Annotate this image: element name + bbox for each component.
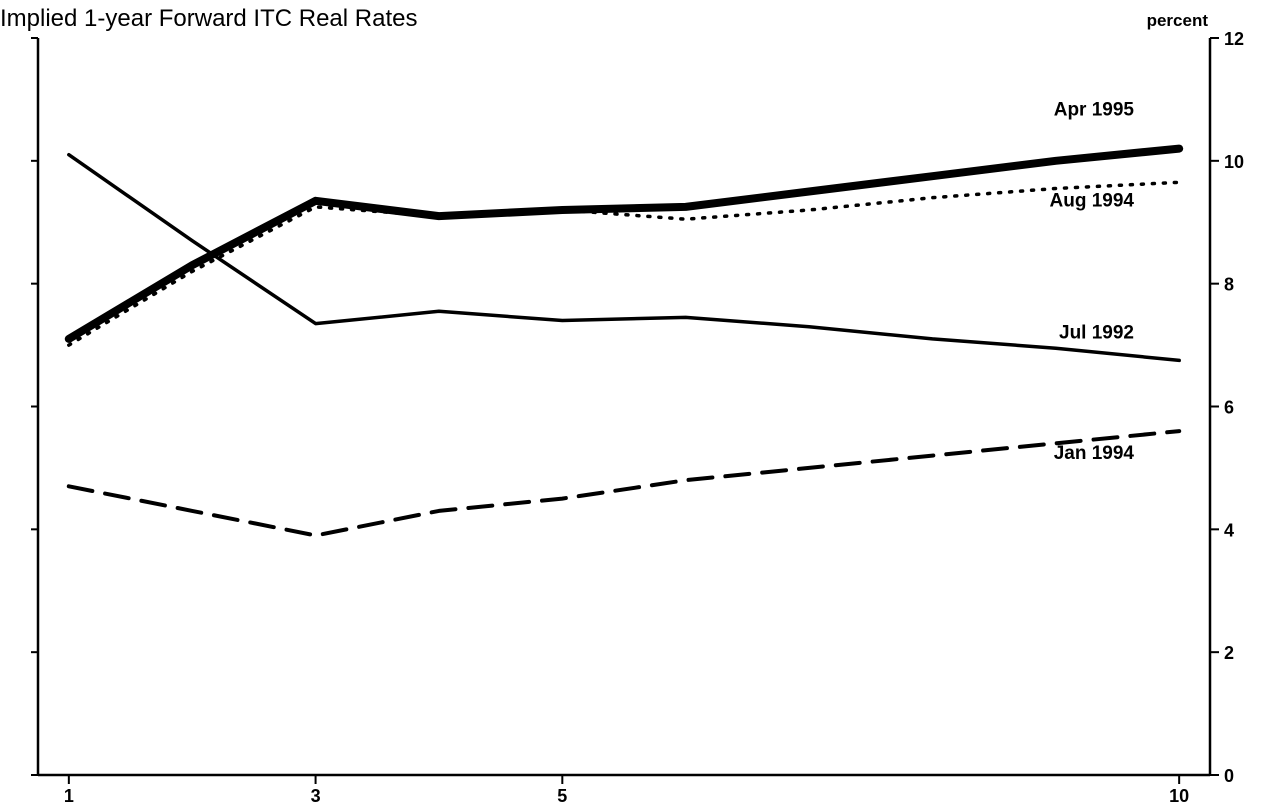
series-labels: Apr 1995 Aug 1994 Jul 1992 Jan 1994 (1050, 100, 1135, 465)
series-label-jul-1992: Jul 1992 (1059, 322, 1134, 343)
chart-title: Implied 1-year Forward ITC Real Rates (0, 5, 417, 32)
y-axis-unit-label: percent (1147, 11, 1209, 30)
series-lines (64, 144, 1184, 538)
y-tick-label: 4 (1224, 520, 1234, 540)
x-tick-label: 3 (311, 786, 321, 805)
y-axis-ticks: 0 2 4 6 8 10 12 (31, 29, 1244, 786)
y-tick-label: 0 (1224, 766, 1234, 786)
axes (36, 38, 1212, 777)
series-line-jan-1994 (66, 429, 1182, 538)
series-line-apr-1995 (64, 144, 1184, 343)
x-axis-ticks: 1 3 5 10 (64, 775, 1189, 805)
series-label-aug-1994: Aug 1994 (1050, 190, 1135, 211)
y-tick-label: 8 (1224, 275, 1234, 295)
y-tick-label: 12 (1224, 29, 1244, 49)
x-tick-label: 1 (64, 786, 74, 805)
x-tick-label: 10 (1169, 786, 1189, 805)
series-line-jul-1992 (67, 152, 1181, 363)
x-tick-label: 5 (557, 786, 567, 805)
y-tick-label: 6 (1224, 398, 1234, 418)
y-tick-label: 10 (1224, 152, 1244, 172)
series-label-jan-1994: Jan 1994 (1054, 443, 1135, 464)
y-tick-label: 2 (1224, 643, 1234, 663)
series-label-apr-1995: Apr 1995 (1054, 100, 1135, 121)
